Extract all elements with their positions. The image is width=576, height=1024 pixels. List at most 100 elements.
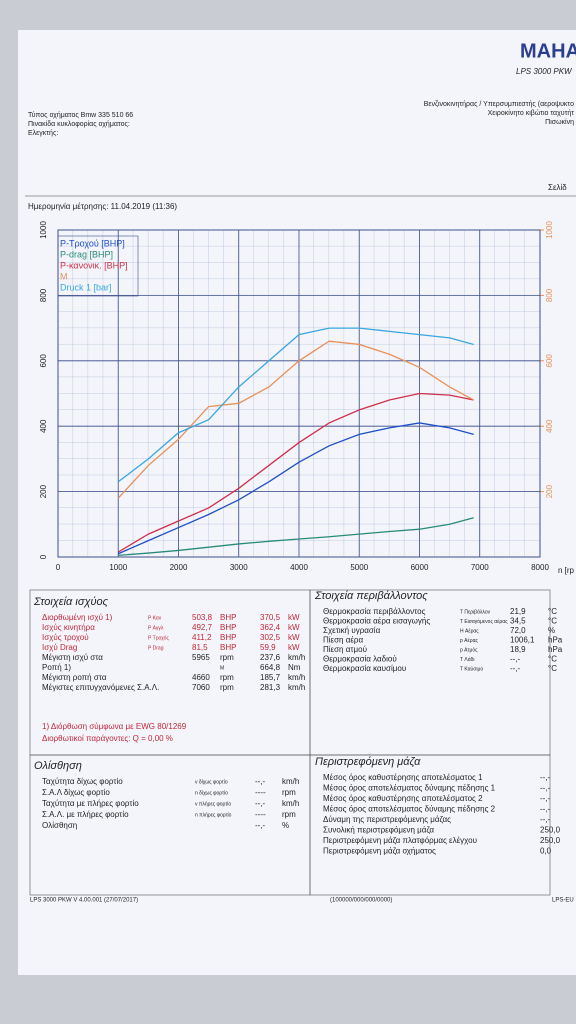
table-cell: Συνολική περιστρεφόμενη μάζα: [323, 826, 434, 835]
note: Διορθωτικοί παράγοντες: Q = 0,00 %: [42, 734, 173, 743]
footer: LPS-EU: [552, 898, 574, 904]
table-cell: --,-: [255, 799, 266, 808]
series-line: [117, 422, 474, 555]
table-cell: 281,3: [260, 683, 281, 692]
table-cell: 185,7: [260, 673, 281, 682]
table-cell: Θερμοκρασία λαδιού: [323, 655, 397, 664]
table-cell: BHP: [220, 623, 236, 632]
engine-info: Χειροκίνητο κιβώτιο ταχυτήτ: [488, 109, 575, 117]
table-cell: T Εισαγόμενος αέρας: [460, 618, 508, 625]
table-cell: M: [220, 665, 224, 671]
table-cell: Ροπή 1): [42, 663, 71, 672]
table-cell: 59,9: [260, 643, 276, 652]
table-cell: rpm: [220, 683, 234, 692]
table-cell: 72,0: [510, 626, 526, 635]
table-cell: Θερμοκρασία αέρα εισαγωγής: [323, 617, 430, 626]
x-tick-label: 0: [56, 563, 61, 572]
section-title: Στοιχεία περιβάλλοντος: [314, 590, 428, 602]
y2-tick-label: 800: [545, 288, 554, 302]
y-tick-label: 800: [39, 288, 48, 302]
table-cell: %: [282, 821, 289, 830]
table-cell: --,-: [540, 815, 551, 824]
table-cell: p Ατμός: [460, 646, 478, 653]
table-cell: Περιστρεφόμενη μάζα οχήματος: [323, 847, 436, 856]
table-cell: °C: [548, 655, 557, 664]
table-cell: Θερμοκρασία περιβάλλοντος: [323, 607, 426, 616]
page-label: Σελίδ: [548, 183, 567, 192]
y2-tick-label: 1000: [545, 221, 554, 239]
legend-entry: Druck 1 [bar]: [60, 282, 112, 292]
table-cell: Ισχύ Drag: [42, 643, 77, 652]
table-cell: --,-: [540, 805, 551, 814]
table-cell: kW: [288, 623, 300, 632]
table-cell: n πλήρες φορτίο: [195, 811, 232, 818]
table-cell: --,-: [510, 655, 521, 664]
table-cell: Ισχύς τροχού: [42, 633, 89, 642]
table-cell: rpm: [282, 788, 296, 797]
table-cell: 0,0: [540, 847, 552, 856]
table-cell: km/h: [288, 673, 305, 682]
series-line: [117, 327, 474, 483]
table-cell: Μέγιστες επιτυγχανόμενες Σ.Α.Λ.: [42, 683, 159, 692]
table-cell: Πίεση ατμού: [323, 645, 367, 654]
table-cell: P Drag: [148, 645, 164, 651]
table-cell: 503,8: [192, 613, 213, 622]
table-cell: 7060: [192, 683, 210, 692]
legend-entry: M: [60, 271, 68, 281]
table-cell: Μέσος όρος αποτελέσματος δύναμης πέδησης…: [323, 805, 496, 814]
table-cell: hPa: [548, 645, 563, 654]
table-cell: Ισχύς κινητήρα: [42, 623, 95, 632]
table-cell: °C: [548, 664, 557, 673]
x-tick-label: 1000: [109, 563, 127, 572]
section-title: Στοιχεία ισχύος: [33, 596, 109, 608]
table-cell: ----: [255, 788, 266, 797]
table-cell: 411,2: [192, 633, 212, 642]
table-cell: Σ.Α.Λ. με πλήρες φορτίο: [42, 810, 129, 819]
table-cell: Nm: [288, 663, 301, 672]
table-cell: Περιστρεφόμενη μάζα πλατφόρμας ελέγχου: [323, 836, 477, 845]
table-cell: 1006,1: [510, 636, 535, 645]
table-cell: Θερμοκρασία καυσίμου: [323, 664, 406, 673]
table-cell: rpm: [282, 810, 296, 819]
table-cell: P Τροχός: [148, 634, 169, 641]
table-cell: BHP: [220, 643, 236, 652]
table-cell: Μέσος όρος καθυστέρησης αποτελέσματος 2: [323, 794, 483, 803]
table-cell: 5965: [192, 653, 210, 662]
table-cell: kW: [288, 613, 300, 622]
vehicle-info: Ελεγκτής:: [28, 130, 58, 137]
y-tick-label: 600: [39, 354, 48, 368]
x-tick-label: 7000: [471, 563, 489, 572]
model: LPS 3000 PKW: [516, 67, 573, 76]
table-cell: 237,6: [260, 653, 281, 662]
table-cell: Μέγιστη ροπή στα: [42, 673, 107, 682]
table-cell: T Λάδι: [460, 656, 474, 663]
table-cell: 664,8: [260, 663, 281, 672]
table-cell: BHP: [220, 613, 236, 622]
y-tick-label: 1000: [39, 221, 48, 239]
table-cell: v πλήρες φορτίο: [195, 800, 231, 807]
table-cell: 18,9: [510, 645, 526, 654]
series-line: [117, 340, 475, 499]
legend-entry: P-drag [BHP]: [60, 249, 113, 259]
y2-tick-label: 600: [545, 354, 554, 368]
table-cell: --,-: [540, 773, 551, 782]
table-cell: --,-: [540, 794, 551, 803]
table-cell: T Περιβάλλον: [460, 608, 491, 615]
legend-entry: P-Τροχού [BHP]: [60, 238, 125, 248]
date: Ημερομηνία μέτρησης: 11.04.2019 (11:36): [28, 202, 177, 211]
y-tick-label: 0: [39, 554, 48, 559]
table-cell: 370,5: [260, 613, 281, 622]
table-cell: kW: [288, 643, 300, 652]
x-tick-label: 6000: [411, 563, 429, 572]
table-cell: --,-: [510, 664, 521, 673]
x-tick-label: 2000: [170, 563, 188, 572]
x-tick-label: 3000: [230, 563, 248, 572]
vehicle-info: Πινακίδα κυκλοφορίας οχήματος:: [28, 120, 130, 128]
y-tick-label: 200: [39, 484, 48, 498]
table-cell: 4660: [192, 673, 210, 682]
table-cell: 362,4: [260, 623, 281, 632]
engine-info: Βενζινοκινητήρας / Υπερσυμπιεστής (αεροψ…: [424, 101, 574, 108]
x-tick-label: 4000: [290, 563, 308, 572]
plot-frame: [57, 229, 541, 558]
